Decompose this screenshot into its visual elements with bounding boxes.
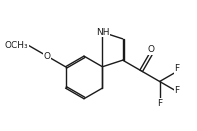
Text: F: F <box>174 64 179 73</box>
Text: F: F <box>174 86 179 95</box>
Text: F: F <box>157 99 162 108</box>
Text: OCH₃: OCH₃ <box>5 41 29 50</box>
Text: O: O <box>44 52 51 61</box>
Text: NH: NH <box>96 28 109 37</box>
Text: O: O <box>147 45 154 54</box>
